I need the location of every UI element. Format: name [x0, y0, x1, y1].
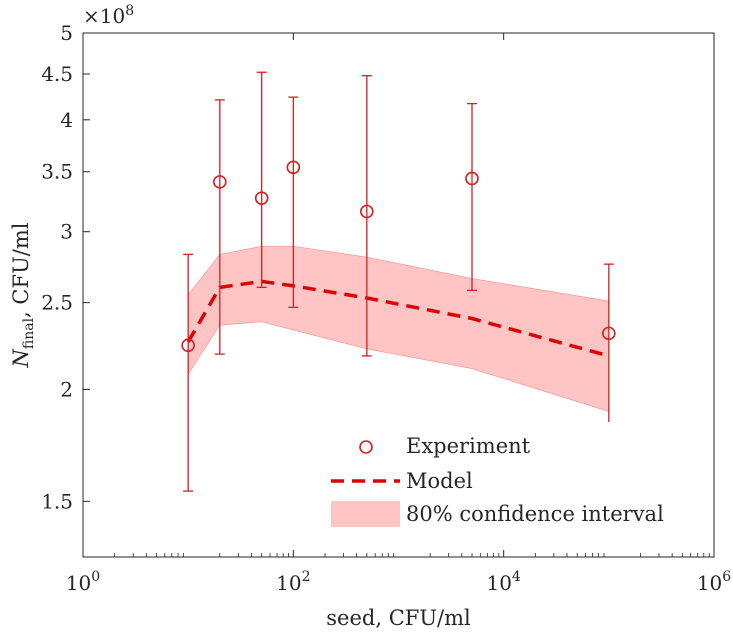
y-tick-label: 3.5 — [41, 160, 73, 184]
x-axis-title: seed, CFU/ml — [326, 606, 471, 630]
legend-experiment-marker — [359, 440, 373, 454]
x-tick-label: 106 — [697, 569, 731, 595]
y-tick-label: 5 — [60, 21, 73, 45]
y-tick-label: 2.5 — [41, 291, 73, 315]
experiment-layer — [181, 71, 616, 492]
x-tick-label: 100 — [66, 569, 100, 595]
legend-band-label: 80% confidence interval — [406, 502, 664, 526]
confidence-band — [187, 245, 610, 412]
x-tick-label: 104 — [486, 569, 520, 595]
experiment-point — [286, 160, 301, 175]
legend-model-label: Model — [406, 469, 473, 493]
experiment-point — [465, 171, 479, 186]
experiment-point — [360, 204, 374, 219]
y-axis-exponent: ×108 — [83, 3, 134, 28]
x-tick-label: 102 — [276, 569, 310, 595]
y-axis-title: Nfinal, CFU/ml — [9, 222, 37, 368]
confidence-band-layer — [187, 245, 610, 412]
experiment-point — [213, 175, 227, 189]
legend-experiment-label: Experiment — [406, 434, 531, 458]
tick-layer: 1.5 2 2.5 3 3.5 4 4.5 5 100 102 104 106 — [41, 21, 731, 595]
y-tick-label: 4.5 — [41, 62, 73, 86]
y-tick-label: 3 — [60, 220, 73, 244]
experiment-point — [602, 326, 616, 341]
legend: Experiment Model 80% confidence interval — [311, 422, 693, 544]
y-tick-label: 4 — [60, 108, 73, 132]
y-tick-label: 1.5 — [41, 489, 73, 513]
axes-box — [82, 32, 715, 558]
experiment-point — [181, 338, 195, 353]
experiment-point — [254, 191, 269, 205]
y-tick-label: 2 — [60, 377, 73, 401]
legend-band-swatch — [331, 501, 400, 527]
